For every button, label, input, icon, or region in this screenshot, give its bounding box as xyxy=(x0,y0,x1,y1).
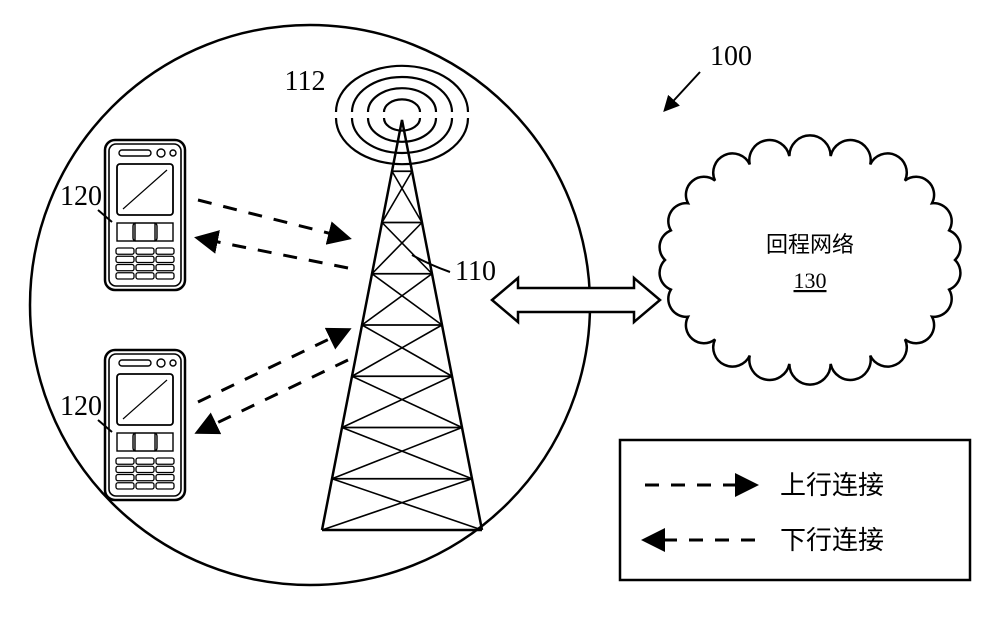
legend-uplink-label: 上行连接 xyxy=(780,471,884,500)
cell-area-label: 112 xyxy=(285,66,326,97)
figure-ref-label: 100 xyxy=(710,41,752,72)
figure-ref-leader xyxy=(665,72,700,110)
mobile-phone-icon-top xyxy=(105,140,185,290)
base-station-tower xyxy=(322,66,482,530)
diagram-canvas: 100 112 110 120 120 回程网络 130 上行连接下行连接 xyxy=(0,0,1000,618)
phone-bottom-ref-label: 120 xyxy=(60,391,102,422)
mobile-phone-icon-bottom xyxy=(105,350,185,500)
legend-downlink-label: 下行连接 xyxy=(780,526,884,555)
legend xyxy=(620,440,970,580)
cloud-title: 回程网络 xyxy=(766,232,854,257)
tower-ref-label: 110 xyxy=(455,256,496,287)
radio-wave-icon xyxy=(384,99,420,112)
radio-wave-icon xyxy=(352,77,452,112)
cloud-ref-label: 130 xyxy=(794,268,827,293)
uplink-arrow-bottom xyxy=(198,330,348,402)
backhaul-link-arrow xyxy=(492,278,660,322)
uplink-arrow-top xyxy=(198,200,348,238)
phone-top-ref-label: 120 xyxy=(60,181,102,212)
downlink-arrow-top xyxy=(198,238,348,268)
downlink-arrow-bottom xyxy=(198,360,348,432)
backhaul-cloud xyxy=(660,135,961,384)
